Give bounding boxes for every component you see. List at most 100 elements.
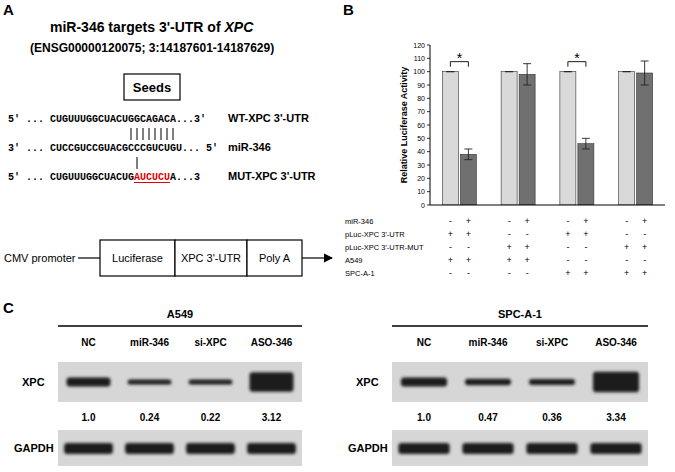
condition-label: A549 xyxy=(345,256,363,265)
y-tick-label: 20 xyxy=(417,175,425,182)
protein-label: GAPDH xyxy=(348,442,388,454)
bar xyxy=(578,144,594,205)
condition-sign: + xyxy=(524,216,529,226)
protein-label: GAPDH xyxy=(14,442,54,454)
base-pair xyxy=(143,128,144,140)
loading-control-band xyxy=(590,443,641,454)
header-line xyxy=(392,325,648,327)
mut-end: A...3 xyxy=(170,172,200,183)
base-pair xyxy=(131,128,132,140)
mutation: AUCUCU xyxy=(134,172,170,183)
y-tick-label: 110 xyxy=(414,55,425,62)
condition-sign: - xyxy=(449,216,452,226)
significance-star: * xyxy=(574,50,580,66)
condition-sign: + xyxy=(506,242,511,252)
bar xyxy=(560,72,576,205)
bar xyxy=(519,74,535,205)
bar xyxy=(442,72,458,205)
condition-label: pLuc-XPC 3'-UTR-MUT xyxy=(345,243,424,252)
wt-sequence: 5' ... CUGUUUGGCUACUGGCAGACA...3' xyxy=(8,114,206,125)
quantification-label: 0.36 xyxy=(542,412,562,423)
y-tick-label: 40 xyxy=(417,148,425,155)
condition-sign: - xyxy=(643,255,646,265)
condition-sign: + xyxy=(583,268,588,278)
construct-element xyxy=(100,240,175,276)
lane-label: ASO-346 xyxy=(595,337,637,348)
condition-sign: - xyxy=(449,242,452,252)
bar xyxy=(619,72,635,205)
error-bar xyxy=(505,71,513,72)
construct-line xyxy=(78,257,100,258)
blot-band xyxy=(401,378,447,387)
condition-sign: + xyxy=(506,255,511,265)
condition-sign: - xyxy=(566,255,569,265)
error-bar xyxy=(623,71,631,72)
quantification-label: 0.22 xyxy=(201,412,221,423)
construct-element-label: Poly A xyxy=(259,252,291,264)
condition-sign: - xyxy=(566,216,569,226)
construct-element xyxy=(247,240,302,276)
blot-band xyxy=(465,379,511,385)
y-tick-label: 30 xyxy=(417,162,425,169)
condition-sign: - xyxy=(643,229,646,239)
lane-label: si-XPC xyxy=(194,337,226,348)
condition-sign: + xyxy=(583,229,588,239)
lane-label: miR-346 xyxy=(130,337,169,348)
error-bar xyxy=(523,64,531,85)
y-tick-label: 70 xyxy=(417,108,425,115)
cell-line-label: SPC-A-1 xyxy=(498,308,542,320)
panel-label: B xyxy=(343,1,354,18)
bar xyxy=(460,154,476,205)
protein-label: XPC xyxy=(356,376,379,388)
condition-sign: - xyxy=(566,242,569,252)
condition-sign: + xyxy=(583,216,588,226)
promoter-label: CMV promoter xyxy=(4,252,76,264)
blot-background xyxy=(392,362,648,402)
condition-sign: - xyxy=(508,229,511,239)
condition-sign: + xyxy=(565,268,570,278)
loading-control-band xyxy=(398,443,449,454)
construct-element-label: Luciferase xyxy=(112,252,163,264)
error-bar xyxy=(446,71,454,72)
condition-label: miR-346 xyxy=(345,217,373,226)
y-tick-label: 100 xyxy=(413,68,425,75)
condition-sign: + xyxy=(642,216,647,226)
construct-element xyxy=(175,240,247,276)
header-line xyxy=(58,325,302,327)
x-axis xyxy=(430,205,665,206)
quantification-label: 3.12 xyxy=(262,412,282,423)
y-tick-label: 120 xyxy=(413,42,425,49)
error-bar xyxy=(564,71,572,72)
mutation-underline xyxy=(134,182,170,183)
panel-subtitle: (ENSG00000120075; 3:14187601-14187629) xyxy=(30,41,274,55)
lane-label: NC xyxy=(81,337,95,348)
y-axis xyxy=(430,45,431,205)
condition-sign: - xyxy=(467,242,470,252)
condition-sign: + xyxy=(642,268,647,278)
blot-band xyxy=(250,372,294,392)
condition-sign: + xyxy=(642,242,647,252)
condition-sign: + xyxy=(524,242,529,252)
condition-sign: - xyxy=(508,216,511,226)
seeds-label: Seeds xyxy=(133,80,171,95)
blot-band xyxy=(128,379,172,384)
condition-sign: - xyxy=(467,268,470,278)
base-pair xyxy=(137,157,138,169)
condition-sign: - xyxy=(526,229,529,239)
gene-name: XPC xyxy=(223,19,254,35)
condition-sign: + xyxy=(448,229,453,239)
loading-control-band xyxy=(186,443,235,454)
blot-background xyxy=(392,430,648,466)
blot-band xyxy=(593,372,639,393)
significance-star: * xyxy=(457,50,463,66)
mirna-name: miR-346 xyxy=(228,141,271,153)
condition-sign: + xyxy=(565,229,570,239)
panel-title: miR-346 targets 3'-UTR of XPC xyxy=(50,19,254,35)
condition-sign: - xyxy=(625,229,628,239)
condition-sign: - xyxy=(625,216,628,226)
panel-label: A xyxy=(3,1,14,18)
condition-sign: + xyxy=(624,268,629,278)
error-bar xyxy=(641,61,649,85)
construct-element-label: XPC 3'-UTR xyxy=(181,252,241,264)
condition-sign: - xyxy=(584,242,587,252)
